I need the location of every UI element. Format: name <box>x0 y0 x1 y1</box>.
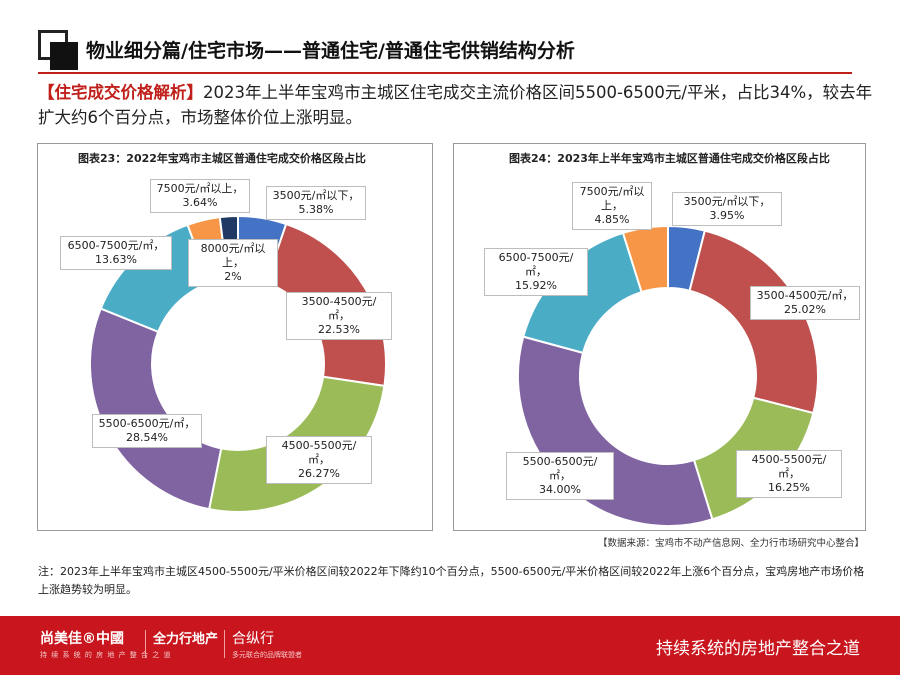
slice-value: 26.27% <box>298 467 340 480</box>
slice-label: 4500-5500元/㎡， 16.25% <box>736 450 842 498</box>
slice-value: 2% <box>224 270 242 283</box>
slice-category: 5500-6500元/㎡， <box>98 417 196 430</box>
intro-tag: 【住宅成交价格解析】 <box>38 83 203 102</box>
brand-logo-right: 合纵行 <box>232 631 274 647</box>
slice-value: 15.92% <box>515 279 557 292</box>
slice-category: 3500-4500元/㎡， <box>756 289 854 302</box>
slice-category: 8000元/㎡以上， <box>200 242 266 269</box>
chart-panel-2023: 图表24：2023年上半年宝鸡市主城区普通住宅成交价格区段占比 3500元/㎡以… <box>453 143 866 531</box>
slice-label: 8000元/㎡以上， 2% <box>188 239 278 287</box>
slice-category: 7500元/㎡以上， <box>156 182 244 195</box>
brand-logo-mid: 全力行地产 <box>153 632 219 647</box>
donut-slice <box>89 307 223 511</box>
title-divider <box>38 72 852 74</box>
brand-left-subtitle: 持 续 系 统 的 房 地 产 整 合 之 道 <box>40 651 172 659</box>
slice-category: 6500-7500元/㎡， <box>67 239 165 252</box>
page-title: 物业细分篇/住宅市场——普通住宅/普通住宅供销结构分析 <box>86 40 575 62</box>
slice-category: 3500-4500元/㎡， <box>301 295 377 322</box>
slice-value: 3.95% <box>709 209 745 222</box>
data-source: 【数据来源：宝鸡市不动产信息网、全力行市场研究中心整合】 <box>597 538 864 549</box>
chart-panel-2022: 图表23：2022年宝鸡市主城区普通住宅成交价格区段占比 3500元/㎡以下， 5… <box>37 143 433 531</box>
slice-label: 3500元/㎡以下， 5.38% <box>266 186 366 220</box>
slice-label: 5500-6500元/㎡， 28.54% <box>92 414 202 448</box>
logo-icon <box>38 30 78 70</box>
slice-category: 4500-5500元/㎡， <box>751 453 827 480</box>
brand-logo-left: 尚美佳®中國 <box>40 631 124 647</box>
slice-category: 3500元/㎡以下， <box>272 189 360 202</box>
slice-label: 4500-5500元/㎡， 26.27% <box>266 436 372 484</box>
footer-slogan: 持续系统的房地产整合之道 <box>656 639 860 659</box>
slice-value: 3.64% <box>182 196 218 209</box>
brand-right-subtitle: 多元联合的品牌联盟者 <box>232 651 302 659</box>
slice-value: 28.54% <box>126 431 168 444</box>
slice-value: 13.63% <box>95 253 137 266</box>
slice-label: 3500-4500元/㎡， 22.53% <box>286 292 392 340</box>
slice-label: 6500-7500元/㎡， 15.92% <box>484 248 588 296</box>
slice-label: 6500-7500元/㎡， 13.63% <box>60 236 172 270</box>
slice-value: 22.53% <box>318 323 360 336</box>
donut-slice <box>688 229 819 415</box>
slice-value: 16.25% <box>768 481 810 494</box>
footer-divider <box>224 630 225 658</box>
slice-label: 3500元/㎡以下， 3.95% <box>672 192 782 226</box>
slice-label: 7500元/㎡以上， 4.85% <box>572 182 652 230</box>
footnote: 注：2023年上半年宝鸡市主城区4500-5500元/平米价格区间较2022年下… <box>38 565 865 596</box>
intro-text: 2023年上半年宝鸡市主城区住宅成交主流价格区间5500-6500元/平米，占比… <box>38 83 873 127</box>
slice-value: 4.85% <box>594 213 630 226</box>
slice-value: 34.00% <box>539 483 581 496</box>
slice-category: 3500元/㎡以下， <box>683 195 771 208</box>
slice-value: 25.02% <box>784 303 826 316</box>
slice-category: 6500-7500元/㎡， <box>498 251 574 278</box>
slice-value: 5.38% <box>298 203 334 216</box>
slice-label: 7500元/㎡以上， 3.64% <box>150 179 250 213</box>
slice-category: 7500元/㎡以上， <box>579 185 645 212</box>
intro-paragraph: 【住宅成交价格解析】2023年上半年宝鸡市主城区住宅成交主流价格区间5500-6… <box>38 80 878 130</box>
slice-category: 5500-6500元/㎡， <box>522 455 598 482</box>
chart-title: 图表24：2023年上半年宝鸡市主城区普通住宅成交价格区段占比 <box>509 152 830 165</box>
footer-divider <box>145 630 146 658</box>
slice-label: 3500-4500元/㎡， 25.02% <box>750 286 860 320</box>
footer-bar: 尚美佳®中國 持 续 系 统 的 房 地 产 整 合 之 道 全力行地产 合纵行… <box>0 616 900 675</box>
slice-category: 4500-5500元/㎡， <box>281 439 357 466</box>
chart-title: 图表23：2022年宝鸡市主城区普通住宅成交价格区段占比 <box>78 152 366 165</box>
slice-label: 5500-6500元/㎡， 34.00% <box>506 452 614 500</box>
